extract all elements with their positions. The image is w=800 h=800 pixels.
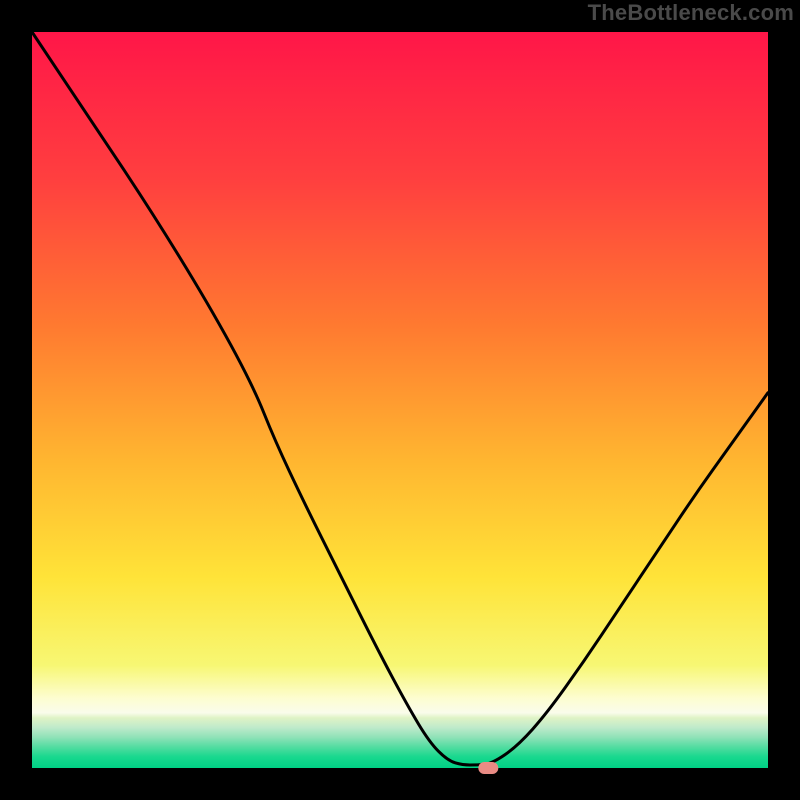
bottleneck-chart — [0, 0, 800, 800]
optimal-point-marker — [478, 762, 498, 774]
chart-stage: TheBottleneck.com — [0, 0, 800, 800]
watermark-text: TheBottleneck.com — [588, 0, 794, 26]
chart-gradient-fill — [32, 32, 768, 768]
